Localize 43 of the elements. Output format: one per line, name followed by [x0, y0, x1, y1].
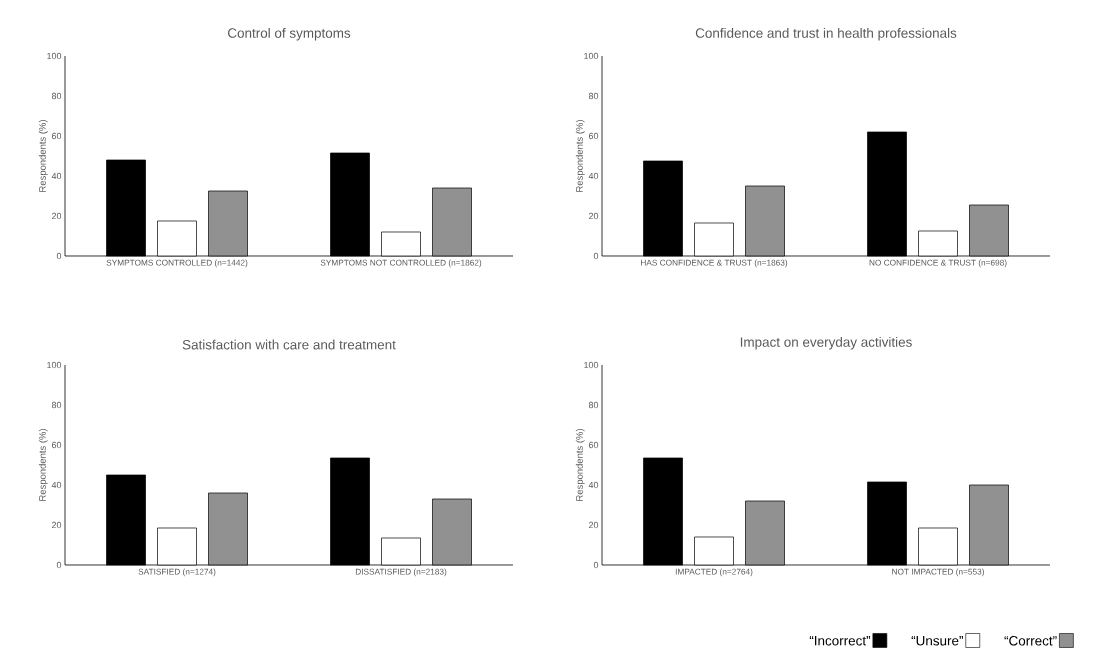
y-tick-label: 80 [588, 401, 599, 409]
y-tick-label: 20 [588, 212, 599, 220]
x-tick-label: NOT IMPACTED (n=553) [892, 568, 984, 577]
y-tick-label: 0 [593, 252, 599, 260]
y-axis-title: Respondents (%) [38, 120, 48, 192]
y-tick-label: 100 [47, 361, 62, 369]
y-axis-title: Respondents (%) [575, 429, 585, 501]
y-tick-label: 0 [56, 561, 62, 569]
chart-title: Control of symptoms [228, 27, 351, 41]
y-tick-label: 40 [588, 172, 599, 180]
legend-label: “Unsure” [911, 636, 963, 646]
y-tick-label: 20 [51, 521, 62, 529]
y-tick-label: 40 [51, 481, 62, 489]
y-tick-label: 80 [51, 401, 62, 409]
y-tick-label: 0 [593, 561, 599, 569]
y-tick-label: 80 [51, 92, 62, 100]
y-axis-title: Respondents (%) [38, 429, 48, 501]
y-tick-label: 80 [588, 92, 599, 100]
y-tick-label: 40 [51, 172, 62, 180]
x-tick-label: SYMPTOMS CONTROLLED (n=1442) [106, 259, 248, 268]
chart-title: Confidence and trust in health professionals [695, 27, 957, 41]
y-tick-label: 60 [588, 132, 599, 140]
y-tick-label: 0 [56, 252, 62, 260]
y-axis-title: Respondents (%) [575, 120, 585, 192]
y-tick-label: 60 [588, 441, 599, 449]
y-tick-label: 20 [588, 521, 599, 529]
y-tick-label: 100 [584, 52, 599, 60]
legend-label: “Incorrect” [809, 636, 871, 646]
x-tick-label: HAS CONFIDENCE & TRUST (n=1863) [641, 259, 788, 268]
chart-title: Impact on everyday activities [740, 336, 912, 350]
y-tick-label: 60 [51, 441, 62, 449]
x-tick-label: DISSATISFIED (n=2183) [355, 568, 447, 577]
x-tick-label: IMPACTED (n=2764) [675, 568, 753, 577]
chart-title: Satisfaction with care and treatment [182, 339, 396, 350]
x-tick-label: SATISFIED (n=1274) [138, 568, 216, 577]
legend-label: “Correct” [1004, 636, 1057, 646]
y-tick-label: 60 [51, 132, 62, 140]
y-tick-label: 40 [588, 481, 599, 489]
x-tick-label: NO CONFIDENCE & TRUST (n=698) [869, 259, 1007, 268]
y-tick-label: 100 [47, 52, 62, 60]
x-tick-label: SYMPTOMS NOT CONTROLLED (n=1862) [320, 259, 482, 268]
y-tick-label: 20 [51, 212, 62, 220]
y-tick-label: 100 [584, 361, 599, 369]
